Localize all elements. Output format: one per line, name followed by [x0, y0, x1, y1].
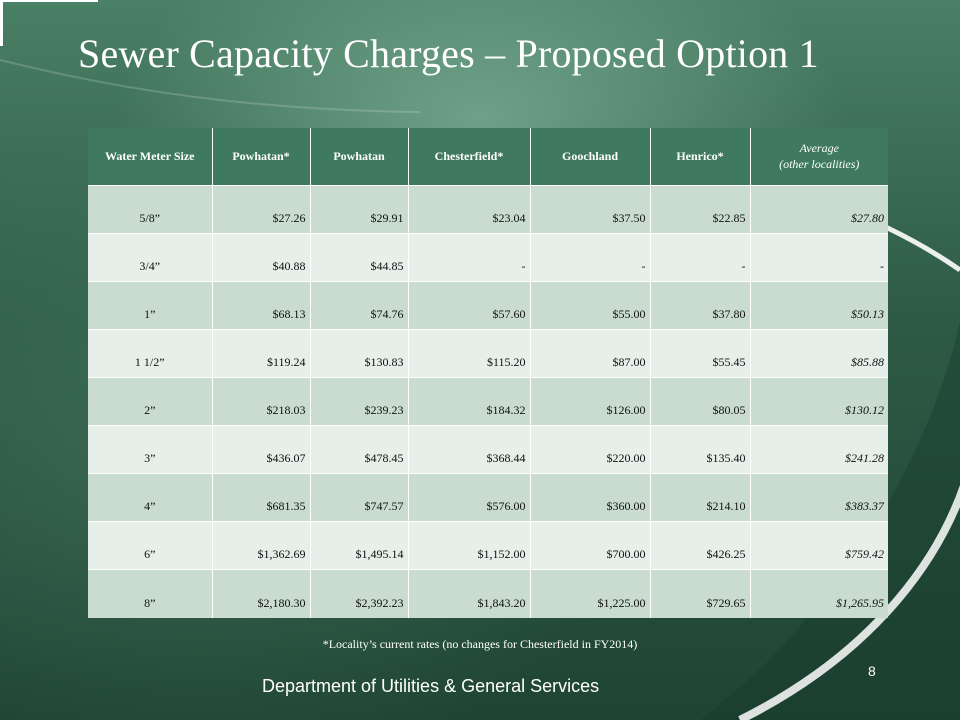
cell-chesterfield: $368.44	[408, 425, 531, 474]
cell-goochland: $37.50	[530, 185, 651, 234]
cell-powhatan-current: $2,180.30	[212, 569, 311, 618]
cell-powhatan: $2,392.23	[310, 569, 409, 618]
cell-powhatan: $44.85	[310, 233, 409, 282]
cell-chesterfield: $1,843.20	[408, 569, 531, 618]
table-header-row: Water Meter Size Powhatan* Powhatan Ches…	[88, 128, 888, 186]
table-row: 1 1/2” $119.24 $130.83 $115.20 $87.00 $55.45 $…	[88, 329, 888, 378]
cell-henrico: $729.65	[650, 569, 751, 618]
cell-powhatan: $1,495.14	[310, 521, 409, 570]
slide-title: Sewer Capacity Charges – Proposed Option…	[78, 31, 819, 76]
footnote: *Locality’s current rates (no changes fo…	[322, 637, 638, 651]
cell-meter-size: 1”	[88, 281, 213, 330]
header-chesterfield: Chesterfield*	[408, 128, 531, 186]
cell-meter-size: 2”	[88, 377, 213, 426]
cell-goochland: $700.00	[530, 521, 651, 570]
header-powhatan-current: Powhatan*	[212, 128, 311, 186]
cell-chesterfield: $576.00	[408, 473, 531, 522]
cell-goochland: $220.00	[530, 425, 651, 474]
cell-meter-size: 8”	[88, 569, 213, 618]
cell-average: $85.88	[750, 329, 888, 378]
cell-average: $1,265.95	[750, 569, 888, 618]
cell-powhatan-current: $119.24	[212, 329, 311, 378]
cell-goochland: -	[530, 233, 651, 282]
cell-chesterfield: $23.04	[408, 185, 531, 234]
cell-powhatan: $478.45	[310, 425, 409, 474]
cell-henrico: $135.40	[650, 425, 751, 474]
cell-henrico: $214.10	[650, 473, 751, 522]
cell-average: $27.80	[750, 185, 888, 234]
header-average-subtitle: (other localities)	[779, 156, 860, 171]
cell-average: $759.42	[750, 521, 888, 570]
header-henrico: Henrico*	[650, 128, 751, 186]
table-row: 2” $218.03 $239.23 $184.32 $126.00 $80.05 $130…	[88, 377, 888, 426]
cell-powhatan: $747.57	[310, 473, 409, 522]
cell-goochland: $87.00	[530, 329, 651, 378]
cell-chesterfield: $115.20	[408, 329, 531, 378]
header-powhatan: Powhatan	[310, 128, 409, 186]
cell-average: $383.37	[750, 473, 888, 522]
page-number: 8	[868, 663, 876, 679]
cell-powhatan-current: $436.07	[212, 425, 311, 474]
cell-average: $241.28	[750, 425, 888, 474]
cell-average: $50.13	[750, 281, 888, 330]
cell-powhatan: $239.23	[310, 377, 409, 426]
cell-powhatan-current: $40.88	[212, 233, 311, 282]
cell-goochland: $1,225.00	[530, 569, 651, 618]
table-row: 4” $681.35 $747.57 $576.00 $360.00 $214.10 $38…	[88, 473, 888, 522]
cell-henrico: $37.80	[650, 281, 751, 330]
cell-meter-size: 5/8”	[88, 185, 213, 234]
table-body: 5/8” $27.26 $29.91 $23.04 $37.50 $22.85 $27.80…	[88, 185, 888, 618]
cell-meter-size: 3/4”	[88, 233, 213, 282]
cell-powhatan-current: $27.26	[212, 185, 311, 234]
cell-average: $130.12	[750, 377, 888, 426]
cell-meter-size: 4”	[88, 473, 213, 522]
cell-powhatan: $130.83	[310, 329, 409, 378]
header-average: Average (other localities)	[750, 128, 888, 186]
table-row: 3/4” $40.88 $44.85- - - -	[88, 233, 888, 282]
cell-powhatan-current: $1,362.69	[212, 521, 311, 570]
cell-meter-size: 6”	[88, 521, 213, 570]
rates-table: Water Meter Size Powhatan* Powhatan Ches…	[88, 128, 888, 618]
cell-meter-size: 3”	[88, 425, 213, 474]
cell-powhatan: $29.91	[310, 185, 409, 234]
cell-chesterfield: $57.60	[408, 281, 531, 330]
cell-average: -	[750, 233, 888, 282]
cell-henrico: $426.25	[650, 521, 751, 570]
cell-meter-size: 1 1/2”	[88, 329, 213, 378]
cell-chesterfield: -	[408, 233, 531, 282]
cell-powhatan-current: $68.13	[212, 281, 311, 330]
cell-powhatan-current: $218.03	[212, 377, 311, 426]
header-meter-size: Water Meter Size	[88, 128, 213, 186]
department-name: Department of Utilities & General Servic…	[262, 676, 600, 696]
cell-powhatan: $74.76	[310, 281, 409, 330]
cell-henrico: $80.05	[650, 377, 751, 426]
cell-henrico: $22.85	[650, 185, 751, 234]
cell-chesterfield: $1,152.00	[408, 521, 531, 570]
table-row: 5/8” $27.26 $29.91 $23.04 $37.50 $22.85 $27.80	[88, 185, 888, 234]
cell-goochland: $55.00	[530, 281, 651, 330]
cell-goochland: $126.00	[530, 377, 651, 426]
table-row: 3” $436.07 $478.45 $368.44 $220.00 $135.40 $24…	[88, 425, 888, 474]
corner-accent	[0, 0, 98, 46]
table-row: 6” $1,362.69 $1,495.14 $1,152.00 $700.00 $426…	[88, 521, 888, 570]
table-row: 8” $2,180.30 $2,392.23 $1,843.20 $1,225.00 $7…	[88, 569, 888, 618]
table-row: 1” $68.13 $74.76 $57.60 $55.00 $37.80 $50.13	[88, 281, 888, 330]
header-goochland: Goochland	[530, 128, 651, 186]
cell-henrico: -	[650, 233, 751, 282]
cell-henrico: $55.45	[650, 329, 751, 378]
cell-goochland: $360.00	[530, 473, 651, 522]
cell-powhatan-current: $681.35	[212, 473, 311, 522]
header-average-title: Average	[799, 140, 839, 155]
cell-chesterfield: $184.32	[408, 377, 531, 426]
